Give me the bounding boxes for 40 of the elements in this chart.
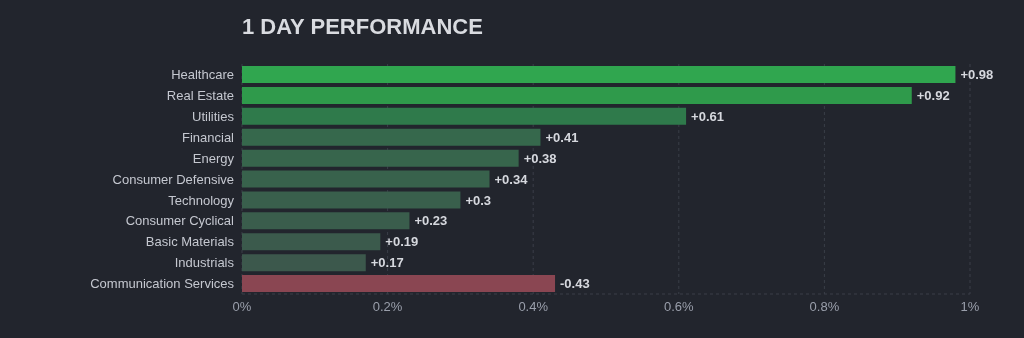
data-label: +0.19 bbox=[385, 234, 419, 250]
x-tick-label: 0.2% bbox=[372, 299, 403, 315]
x-tick-label: 0.8% bbox=[809, 299, 840, 315]
data-label: +0.92 bbox=[916, 88, 950, 104]
data-label: +0.3 bbox=[465, 192, 492, 208]
x-tick-label: 0.4% bbox=[518, 299, 549, 315]
data-label: +0.23 bbox=[414, 213, 448, 229]
y-tick-label: Technology bbox=[168, 192, 235, 208]
data-label: -0.43 bbox=[560, 276, 590, 292]
bar bbox=[242, 128, 541, 146]
x-tick-label: 0% bbox=[232, 299, 252, 315]
y-tick-label: Real Estate bbox=[166, 87, 234, 103]
y-tick-label: Consumer Cyclical bbox=[125, 213, 235, 229]
y-tick-label: Industrials bbox=[174, 255, 235, 271]
bar bbox=[242, 275, 556, 293]
bar bbox=[242, 191, 461, 209]
y-tick-label: Basic Materials bbox=[145, 234, 235, 250]
bar bbox=[242, 86, 912, 104]
y-tick-label: Energy bbox=[192, 150, 235, 166]
data-label: +0.17 bbox=[370, 255, 404, 271]
bar bbox=[242, 212, 410, 230]
bar bbox=[242, 233, 381, 251]
bar bbox=[242, 107, 687, 125]
x-tick-label: 0.6% bbox=[663, 299, 695, 315]
bar bbox=[242, 149, 519, 167]
bar bbox=[242, 66, 956, 83]
y-tick-label: Healthcare bbox=[171, 67, 234, 83]
bar bbox=[242, 254, 366, 272]
data-label: +0.34 bbox=[494, 171, 529, 187]
chart-title: 1 DAY PERFORMANCE bbox=[242, 14, 483, 40]
y-tick-label: Financial bbox=[181, 129, 235, 145]
y-tick-label: Utilities bbox=[192, 108, 235, 124]
y-tick-label: Consumer Defensive bbox=[112, 171, 234, 187]
y-tick-label: Communication Services bbox=[90, 276, 235, 292]
data-label: +0.61 bbox=[691, 108, 724, 124]
data-label: +0.41 bbox=[545, 129, 579, 145]
bar bbox=[242, 170, 490, 188]
data-label: +0.38 bbox=[523, 150, 557, 166]
x-tick-label: 1% bbox=[960, 299, 980, 315]
data-label: +0.98 bbox=[960, 67, 994, 83]
